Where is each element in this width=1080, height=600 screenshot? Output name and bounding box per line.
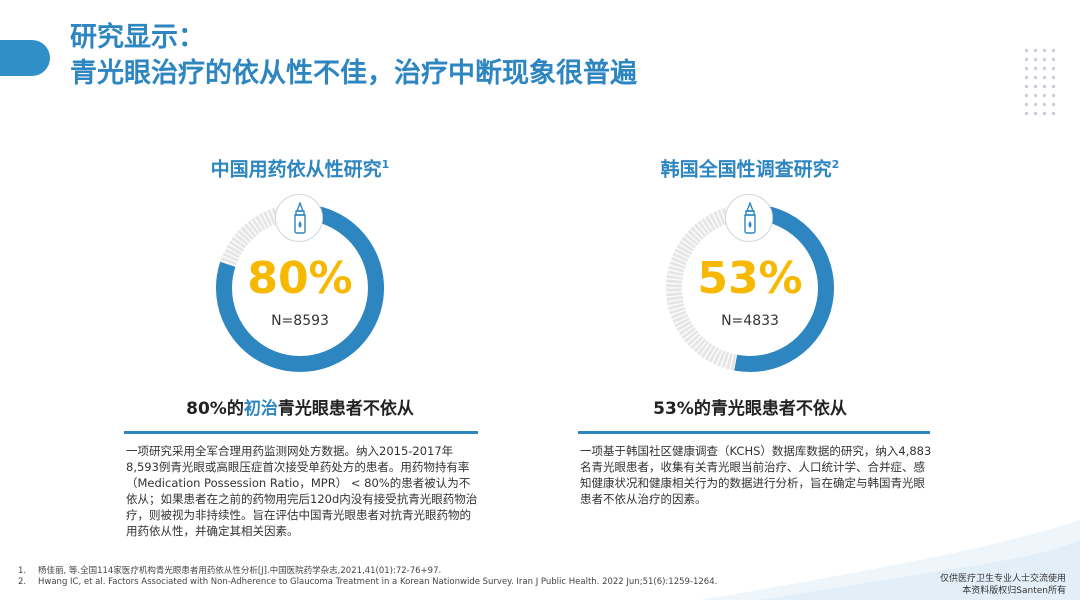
reference-mark: 1 [381,158,390,171]
donut-chart: 53% N=4833 [660,194,840,378]
panel-heading-text: 中国用药依从性研究 [210,158,382,181]
disclaimer-line: 本资料版权归Santen所有 [962,586,1066,596]
eye-drop-vial-icon [275,194,323,242]
china-study-description: 一项研究采用全军合理用药监测网处方数据。纳入2015-2017年8,593例青光… [126,444,478,538]
percent-value: 53% [697,253,803,304]
percent-value: 80% [247,253,353,304]
reference-item: 2. Hwang IC, et al. Factors Associated wi… [18,577,718,587]
section-divider [578,431,930,434]
conclusion-suffix: 青光眼患者不依从 [277,399,414,419]
korea-study-description: 一项基于韩国社区健康调查（KCHS）数据库数据的研究，纳入4,883名青光眼患者… [580,444,932,506]
section-divider [124,431,478,434]
disclaimer: 仅供医疗卫生专业人士交流使用 本资料版权归Santen所有 [940,573,1066,597]
reference-mark: 2 [831,158,840,171]
eye-drop-vial-icon [725,194,773,242]
panel-heading: 韩国全国性调查研究2 [560,150,940,184]
conclusion-prefix: 80%的 [186,399,244,419]
conclusion-prefix: 53%的 [653,399,711,419]
sample-size: N=8593 [271,313,329,329]
page-title-line2: 青光眼治疗的依从性不佳，治疗中断现象很普遍 [70,58,637,89]
china-study-panel: 中国用药依从性研究1 80% N=8593 80%的初治青光眼患者不依从 [110,150,490,420]
conclusion-highlight: 初治 [243,399,278,419]
header-accent-pill [0,40,50,76]
panel-conclusion: 53%的青光眼患者不依从 [560,394,940,419]
sample-size: N=4833 [721,313,779,329]
conclusion-suffix: 青光眼患者不依从 [710,399,847,419]
panel-heading: 中国用药依从性研究1 [110,150,490,184]
panel-conclusion: 80%的初治青光眼患者不依从 [110,394,490,419]
decorative-dot-grid [1022,46,1058,116]
reference-item: 1. 杨佳丽, 等.全国114家医疗机构青光眼患者用药依从性分析[J].中国医院药… [18,566,442,576]
korea-study-panel: 韩国全国性调查研究2 53% N=4833 53%的青光眼患者不依从 [560,150,940,420]
decorative-wave [700,520,1080,600]
page-title-line1: 研究显示： [70,22,205,53]
page-title: 研究显示： 青光眼治疗的依从性不佳，治疗中断现象很普遍 [70,20,637,92]
panel-heading-text: 韩国全国性调查研究 [660,158,832,181]
donut-chart: 80% N=8593 [210,194,390,378]
references: 1. 杨佳丽, 等.全国114家医疗机构青光眼患者用药依从性分析[J].中国医院药… [18,566,717,588]
disclaimer-line: 仅供医疗卫生专业人士交流使用 [939,574,1066,584]
